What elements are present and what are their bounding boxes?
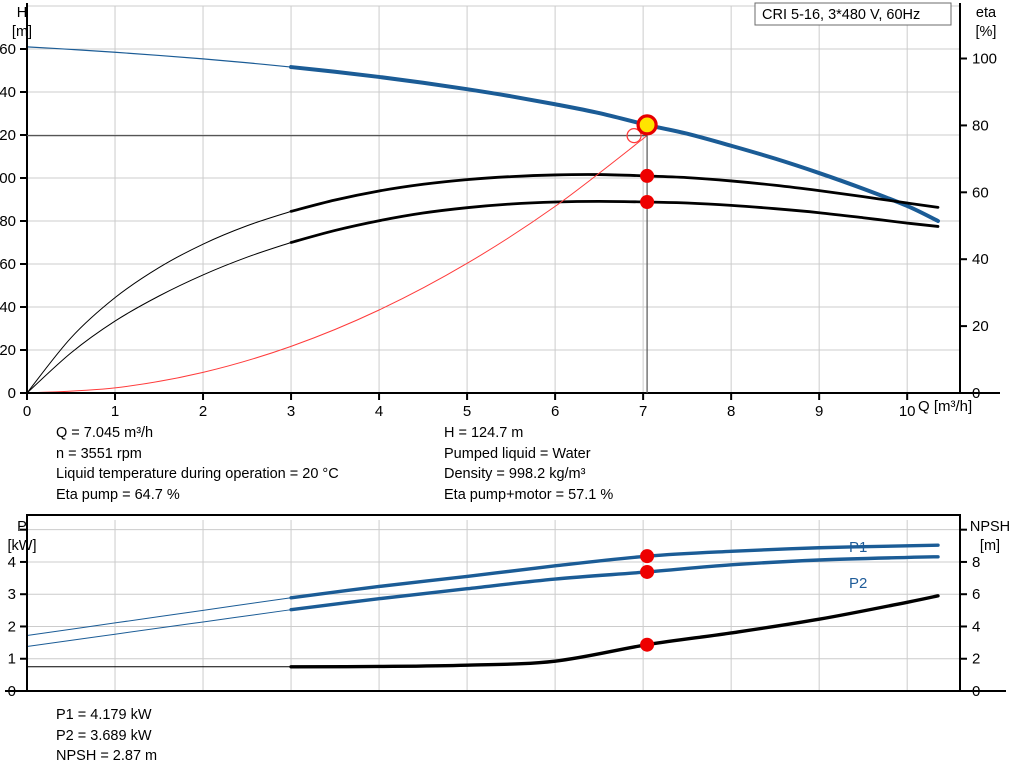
svg-text:100: 100 bbox=[972, 51, 997, 68]
top-chart-curves bbox=[26, 46, 940, 394]
duty-info-right-line-2: Density = 998.2 kg/m³ bbox=[444, 466, 586, 482]
bottom-left-axis-unit: [kW] bbox=[8, 538, 37, 554]
svg-text:3: 3 bbox=[8, 586, 16, 603]
duty-info-right-line-0: H = 124.7 m bbox=[444, 425, 524, 441]
duty-info-right: H = 124.7 m Pumped liquid = Water Densit… bbox=[444, 423, 613, 505]
p2-curve-label: P2 bbox=[849, 575, 867, 592]
svg-text:80: 80 bbox=[972, 117, 989, 134]
svg-text:0: 0 bbox=[8, 683, 16, 700]
power-npsh-chart: 0 1 2 3 4 0 2 4 6 8 P [kW] NPSH [m] P1 P2 bbox=[5, 514, 1010, 700]
svg-text:4: 4 bbox=[972, 618, 980, 635]
p1-curve-label: P1 bbox=[849, 539, 867, 556]
svg-text:0: 0 bbox=[8, 385, 16, 402]
duty-info-left: Q = 7.045 m³/h n = 3551 rpm Liquid tempe… bbox=[56, 423, 339, 505]
top-chart-gridlines bbox=[26, 5, 960, 394]
top-chart-markers bbox=[27, 114, 658, 393]
svg-text:40: 40 bbox=[0, 299, 16, 316]
power-info-line-0: P1 = 4.179 kW bbox=[56, 707, 152, 723]
svg-text:1: 1 bbox=[8, 651, 16, 668]
top-right-axis-title: eta bbox=[976, 5, 997, 21]
bottom-chart-markers bbox=[640, 549, 655, 652]
svg-text:7: 7 bbox=[639, 403, 647, 420]
power-info-line-2: NPSH = 2.87 m bbox=[56, 748, 158, 764]
svg-text:6: 6 bbox=[551, 403, 559, 420]
top-left-axis-unit: [m] bbox=[12, 24, 32, 40]
svg-text:20: 20 bbox=[972, 318, 989, 335]
svg-text:10: 10 bbox=[899, 403, 916, 420]
svg-text:100: 100 bbox=[0, 170, 16, 187]
bottom-chart-tick-labels: 0 1 2 3 4 0 2 4 6 8 bbox=[8, 554, 981, 700]
svg-text:40: 40 bbox=[972, 251, 989, 268]
svg-text:60: 60 bbox=[0, 256, 16, 273]
top-left-axis-title: H bbox=[17, 5, 27, 21]
svg-text:2: 2 bbox=[8, 618, 16, 635]
bottom-right-axis-unit: [m] bbox=[980, 538, 1000, 554]
head-efficiency-chart: 0 20 40 60 80 100 120 140 160 0 20 40 60 80 100 0 1 2 3 4 5 6… bbox=[0, 2, 1000, 420]
svg-text:0: 0 bbox=[972, 385, 980, 402]
svg-text:8: 8 bbox=[727, 403, 735, 420]
svg-text:4: 4 bbox=[375, 403, 383, 420]
svg-text:120: 120 bbox=[0, 127, 16, 144]
svg-text:140: 140 bbox=[0, 84, 16, 101]
duty-info-right-line-1: Pumped liquid = Water bbox=[444, 445, 591, 462]
duty-info-right-line-3: Eta pump+motor = 57.1 % bbox=[444, 486, 614, 503]
svg-text:2: 2 bbox=[199, 403, 207, 420]
title-box: CRI 5-16, 3*480 V, 60Hz bbox=[754, 2, 952, 26]
svg-text:0: 0 bbox=[972, 683, 980, 700]
power-info-line-1: P2 = 3.689 kW bbox=[56, 727, 152, 744]
bottom-chart-curves bbox=[26, 543, 940, 669]
svg-text:3: 3 bbox=[287, 403, 295, 420]
svg-text:80: 80 bbox=[0, 213, 16, 230]
svg-text:20: 20 bbox=[0, 342, 16, 359]
duty-info-left-line-2: Liquid temperature during operation = 20… bbox=[56, 466, 339, 482]
bottom-right-axis-title: NPSH bbox=[970, 519, 1010, 535]
bottom-left-axis-title: P bbox=[17, 519, 27, 535]
duty-info-left-line-1: n = 3551 rpm bbox=[56, 445, 142, 462]
power-info: P1 = 4.179 kW P2 = 3.689 kW NPSH = 2.87 … bbox=[56, 705, 157, 767]
bottom-chart-axes bbox=[5, 514, 1006, 692]
x-axis-label: Q [m³/h] bbox=[918, 398, 972, 415]
svg-text:0: 0 bbox=[23, 403, 31, 420]
title-box-label: CRI 5-16, 3*480 V, 60Hz bbox=[762, 7, 920, 23]
svg-text:2: 2 bbox=[972, 651, 980, 668]
svg-text:160: 160 bbox=[0, 41, 16, 58]
svg-text:5: 5 bbox=[463, 403, 471, 420]
top-chart-tick-labels: 0 20 40 60 80 100 120 140 160 0 20 40 60 80 100 0 1 2 3 4 5 6… bbox=[0, 41, 997, 420]
top-right-axis-unit: [%] bbox=[976, 24, 997, 40]
duty-info-left-line-3: Eta pump = 64.7 % bbox=[56, 486, 180, 503]
svg-text:4: 4 bbox=[8, 554, 16, 571]
svg-text:1: 1 bbox=[111, 403, 119, 420]
svg-text:9: 9 bbox=[815, 403, 823, 420]
svg-text:6: 6 bbox=[972, 586, 980, 603]
svg-text:8: 8 bbox=[972, 554, 980, 571]
svg-text:60: 60 bbox=[972, 184, 989, 201]
duty-info-left-line-0: Q = 7.045 m³/h bbox=[56, 425, 154, 441]
top-chart-axes bbox=[20, 3, 1000, 400]
